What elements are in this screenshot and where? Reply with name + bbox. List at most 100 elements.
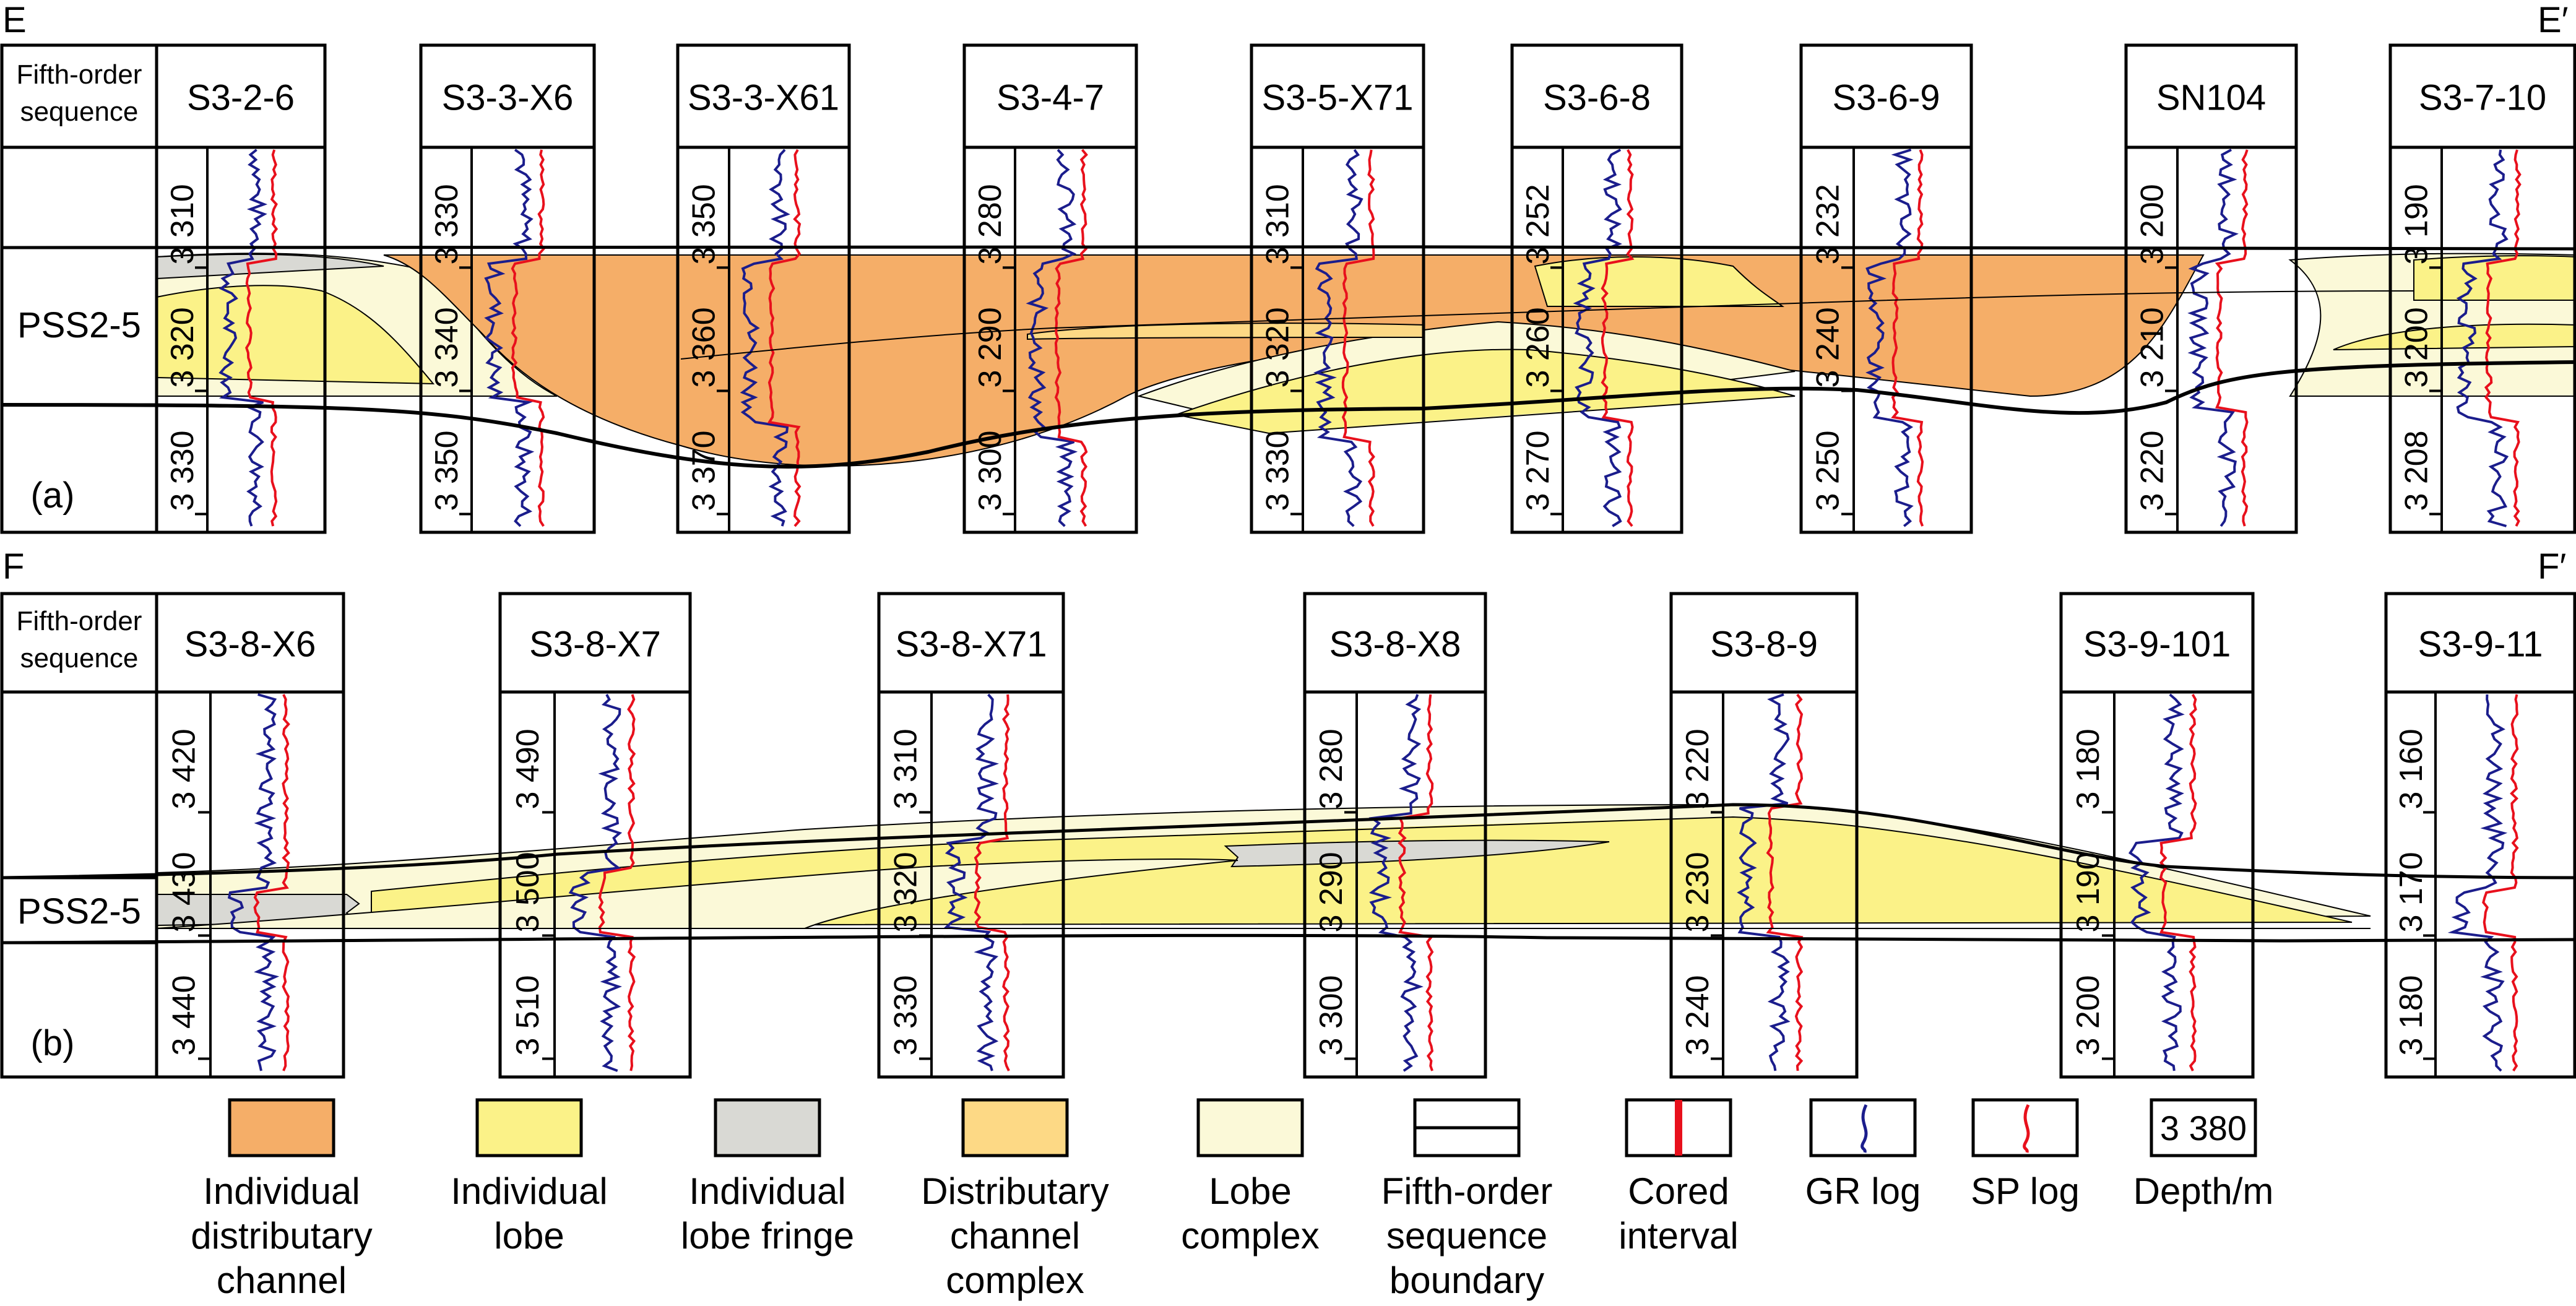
well-frame (2124, 43, 2298, 534)
sp-log-curve (253, 694, 290, 1071)
gr-log-curve (1313, 149, 1364, 527)
end-marker-f-prime: F′ (2538, 547, 2566, 587)
depth-label: 3 210 (2135, 307, 2171, 387)
depth-label: 3 330 (165, 430, 201, 511)
legend-label: Distributary (921, 1170, 1109, 1212)
depth-label: 3 230 (1680, 852, 1716, 932)
well-frame (676, 43, 851, 534)
well-name: S3-4-7 (996, 78, 1104, 118)
sp-log-curve (511, 149, 545, 527)
gr-log-curve (2128, 693, 2185, 1071)
depth-label: 3 330 (1260, 430, 1296, 511)
legend-swatch (961, 1098, 1069, 1157)
sequence-column-b: Fifth-order sequence PSS2-5 (b) (0, 592, 158, 1079)
depth-label: 3 250 (1810, 430, 1846, 511)
depth-label: 3 232 (1810, 184, 1846, 264)
sequence-header-line2: sequence (20, 97, 139, 127)
depth-label: 3 280 (972, 184, 1008, 264)
well-column: S3-4-7 3 280 3 290 3 300 (962, 43, 1138, 534)
depth-label: 3 440 (166, 975, 202, 1055)
well-name: S3-8-9 (1710, 625, 1818, 665)
depth-label: 3 270 (1520, 430, 1556, 511)
sequence-name: PSS2-5 (17, 305, 141, 345)
legend-label: SP log (1971, 1170, 2080, 1212)
legend: IndividualdistributarychannelIndividuall… (191, 1098, 2273, 1301)
legend-label: Individual (689, 1170, 846, 1212)
depth-label: 3 240 (1680, 975, 1716, 1055)
legend-label: Lobe (1209, 1170, 1291, 1212)
depth-label: 3 310 (165, 184, 201, 264)
depth-label: 3 190 (2399, 184, 2435, 264)
depth-label: 3 290 (1313, 852, 1349, 932)
well-frame (877, 592, 1065, 1079)
depth-label: 3 190 (2070, 852, 2106, 932)
sp-log-curve (1341, 149, 1375, 527)
panel-label-b: (b) (31, 1023, 75, 1063)
well-column: S3-8-X6 3 420 3 430 3 440 (155, 592, 345, 1079)
legend-swatch (475, 1098, 583, 1157)
well-column: S3-6-8 3 252 3 260 3 270 (1510, 43, 1683, 534)
well-column: S3-3-X61 3 350 3 360 3 370 (676, 43, 851, 534)
sp-log-icon (2023, 1104, 2030, 1153)
lobe-fringe-body (156, 253, 384, 280)
well-column: S3-9-11 3 160 3 170 3 180 (2384, 592, 2576, 1079)
well-column: S3-6-9 3 232 3 240 3 250 (1799, 43, 1973, 534)
gr-log-curve (218, 149, 268, 527)
legend-label: distributary (191, 1215, 372, 1256)
depth-label: 3 280 (1313, 729, 1349, 809)
depth-label: 3 490 (510, 729, 546, 809)
well-name: S3-3-X6 (442, 78, 574, 118)
depth-label: 3 430 (166, 852, 202, 932)
sp-log-curve (1891, 149, 1924, 527)
well-frame (419, 43, 596, 534)
sp-log-curve (1398, 694, 1434, 1071)
gr-log-curve (484, 149, 535, 527)
legend-label: Individual (203, 1170, 360, 1212)
depth-label: 3 200 (2070, 975, 2106, 1055)
well-frames-a: S3-2-6 3 310 3 320 3 330 S3-3-X6 3 330 3 340 3 … (155, 43, 2576, 534)
depth-label: 3 240 (1810, 307, 1846, 387)
sp-log-curve (1766, 693, 1804, 1071)
sequence-header-line1: Fifth-order (17, 606, 142, 636)
gr-log-curve (1737, 693, 1791, 1071)
gr-log-curve (227, 693, 280, 1071)
gr-log-curve (2187, 149, 2239, 527)
internal-boundary (680, 290, 2414, 360)
well-column: S3-8-X71 3 310 3 320 3 330 (877, 592, 1065, 1079)
well-column: S3-8-X7 3 490 3 500 3 510 (498, 592, 692, 1079)
gr-log-curve (2456, 149, 2509, 527)
well-column: S3-8-X8 3 280 3 290 3 300 (1303, 592, 1487, 1079)
depth-sample-label: 3 380 (2160, 1109, 2247, 1148)
depth-label: 3 510 (510, 975, 546, 1055)
well-frame (2388, 43, 2576, 534)
well-column: S3-9-101 3 180 3 190 3 200 (2059, 592, 2255, 1079)
depth-label: 3 300 (972, 430, 1008, 511)
well-name: S3-5-X71 (1261, 78, 1413, 118)
depth-label: 3 320 (888, 852, 924, 932)
depth-label: 3 252 (1520, 184, 1556, 264)
sequence-boundary-base (1, 933, 2576, 945)
depth-label: 3 200 (2399, 307, 2435, 387)
sequence-header-line2: sequence (20, 643, 139, 673)
sequence-boundary-base (1, 360, 2576, 469)
start-marker-e: E (2, 0, 27, 40)
legend-swatch (714, 1098, 821, 1157)
depth-label: 3 170 (2393, 852, 2429, 932)
sequence-boundaries-a (1, 245, 2576, 469)
depth-label: 3 290 (972, 307, 1008, 387)
sp-log-curve (2159, 694, 2197, 1071)
legend-item-sp-log: SP log (1971, 1098, 2080, 1212)
sp-log-curve (2215, 149, 2249, 527)
end-marker-e-prime: E′ (2538, 0, 2569, 40)
depth-label: 3 300 (1313, 975, 1349, 1055)
distributary-channel-body (383, 254, 2205, 467)
well-name: S3-7-10 (2419, 78, 2546, 118)
sequence-boundary-top (1, 803, 2576, 880)
gr-log-curve (740, 149, 790, 527)
legend-label: boundary (1390, 1260, 1544, 1301)
sp-log-curve (1054, 149, 1088, 527)
panel-b-cross-section: F F′ S3-8-X6 3 420 3 430 3 440 S3-8-X7 3 490 3… (0, 547, 2576, 1079)
